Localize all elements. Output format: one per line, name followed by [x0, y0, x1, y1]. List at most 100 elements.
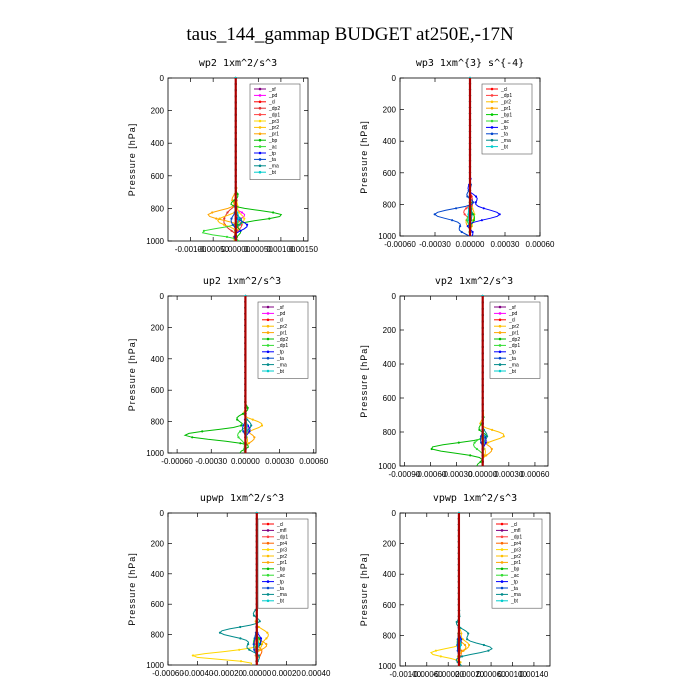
legend-label: _dp2 [268, 106, 280, 112]
data-point [239, 229, 242, 232]
y-tick-label: 800 [151, 204, 165, 213]
data-point [475, 447, 478, 451]
series-line-dp2 [431, 296, 488, 467]
legend-marker [258, 132, 262, 136]
data-point [258, 620, 261, 623]
y-tick-label: 600 [151, 172, 165, 181]
legend-label: _ac [510, 573, 520, 579]
data-point [253, 436, 256, 439]
x-tick-label: 0.00020 [272, 669, 301, 678]
data-point [257, 625, 260, 629]
x-tick-label: 0.00040 [302, 669, 331, 678]
legend-marker [490, 100, 494, 104]
y-tick-label: 600 [383, 169, 397, 178]
data-point [237, 436, 240, 439]
legend-marker [258, 100, 262, 104]
legend-marker [258, 158, 262, 161]
data-point [502, 435, 505, 438]
y-axis-label: Pressure [hPa] [359, 120, 369, 194]
legend-label: _pr2 [276, 554, 287, 560]
plot-frame [167, 295, 317, 454]
x-tick-label: -0.00040 [182, 669, 214, 678]
legend-label: _bp [510, 567, 520, 573]
legend-marker [266, 369, 270, 373]
legend-marker [266, 573, 270, 577]
legend-label: _tp [276, 350, 284, 356]
data-point [251, 418, 254, 421]
y-tick-label: 200 [151, 107, 165, 116]
legend-marker [498, 363, 502, 366]
y-tick-label: 0 [160, 509, 165, 518]
data-point [463, 643, 467, 647]
legend-label: _pr3 [510, 547, 521, 553]
legend-marker [266, 363, 270, 366]
legend-label: _cl [500, 87, 507, 93]
legend-marker [266, 561, 270, 564]
x-tick-label: 0.00100 [498, 670, 527, 679]
data-point [462, 649, 465, 652]
legend-marker [266, 312, 270, 315]
legend-label: _ma [276, 362, 287, 368]
chart-panel-6: vpwp 1xm^2/s^3 Pressure [hPa] 0 200 400 600 80… [359, 493, 551, 679]
legend-marker [258, 113, 262, 116]
panels: wp2 1xm^2/s^3 Pressure [hPa] 0 200 400 600 800… [127, 58, 555, 679]
legend-marker [266, 554, 270, 558]
y-tick-label: 800 [383, 200, 397, 209]
y-tick-label: 400 [151, 139, 165, 148]
legend-marker [490, 126, 494, 129]
data-point [451, 219, 454, 222]
legend-label: _dp2 [508, 337, 520, 343]
data-point [257, 637, 261, 640]
series-line-ta [433, 78, 474, 237]
legend-label: _bt [276, 599, 285, 605]
x-tick-label: -0.00050 [197, 245, 229, 254]
legend-label: _pr1 [508, 330, 519, 336]
y-tick-label: 1000 [378, 232, 396, 241]
figure-title: taus_144_gammap BUDGET at250E,-17N [186, 24, 514, 45]
x-tick-label: -0.00060 [411, 670, 443, 679]
data-point [246, 406, 249, 409]
data-point [237, 211, 241, 214]
data-point [239, 217, 242, 220]
data-point [222, 223, 226, 226]
y-tick-label: 600 [151, 386, 165, 395]
legend-label: _tp [268, 151, 276, 157]
legend-label: _sf [268, 87, 276, 93]
data-point [243, 217, 246, 220]
data-point [240, 211, 244, 214]
data-point [223, 217, 226, 220]
legend-marker [490, 106, 494, 110]
legend-label: _dp1 [508, 343, 520, 349]
x-tick-label: 0.00030 [491, 240, 520, 249]
legend-label: _tp [276, 579, 284, 585]
x-tick-label: 0.00000 [221, 245, 250, 254]
x-tick-label: -0.00060 [161, 457, 193, 466]
data-point [247, 643, 250, 646]
series-line-ac [201, 78, 240, 242]
chart-panel-5: upwp 1xm^2/s^3 Pressure [hPa] 0 200 400 600 80… [127, 493, 331, 678]
data-point [455, 207, 458, 210]
panel-title: vp2 1xm^2/s^3 [435, 276, 513, 287]
legend-label: _ta [268, 157, 276, 163]
data-point [460, 230, 463, 234]
data-point [457, 441, 460, 444]
x-tick-label: 0.00030 [265, 457, 294, 466]
legend-marker [266, 529, 270, 532]
legend-label: _dp1 [276, 535, 288, 541]
y-tick-label: 200 [383, 540, 397, 549]
legend-label: _ta [500, 132, 508, 138]
legend-marker [266, 522, 270, 526]
legend-label: _bt [510, 599, 519, 605]
legend-marker [498, 324, 502, 328]
y-tick-label: 600 [383, 394, 397, 403]
x-tick-label: 0.00140 [519, 670, 548, 679]
y-tick-label: 200 [151, 323, 165, 332]
x-tick-label: 0.00060 [526, 240, 555, 249]
data-point [439, 655, 442, 658]
data-point [467, 632, 470, 635]
data-point [474, 201, 477, 204]
y-tick-label: 0 [160, 74, 165, 83]
y-tick-label: 0 [392, 509, 397, 518]
data-point [239, 625, 242, 629]
